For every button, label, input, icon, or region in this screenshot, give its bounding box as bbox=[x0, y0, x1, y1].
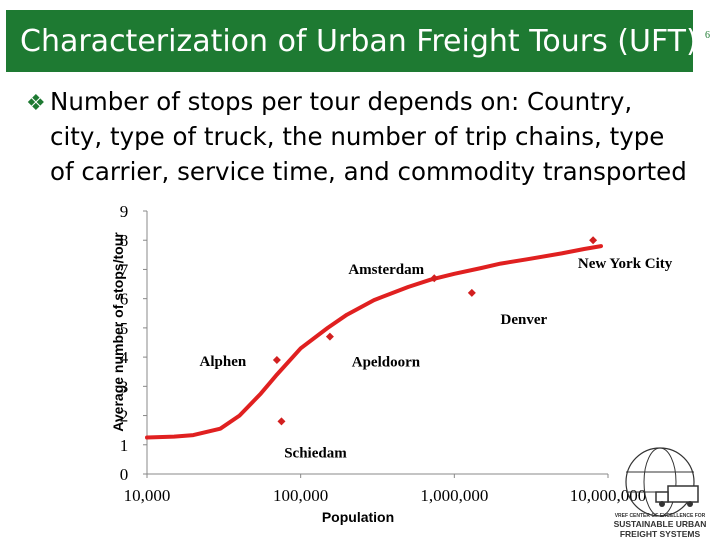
data-label-schiedam: Schiedam bbox=[284, 445, 347, 461]
data-point-new-york-city bbox=[589, 236, 598, 245]
y-tick-label: 9 bbox=[120, 202, 129, 221]
logo-line-1: SUSTAINABLE URBAN bbox=[614, 519, 707, 529]
y-tick-label: 5 bbox=[120, 319, 129, 338]
slide-number: 6 bbox=[705, 30, 710, 41]
y-tick-label: 1 bbox=[120, 436, 129, 455]
x-tick-label: 100,000 bbox=[273, 486, 328, 505]
x-tick-label: 1,000,000 bbox=[420, 486, 488, 505]
data-label-new-york-city: New York City bbox=[578, 256, 673, 272]
data-label-amsterdam: Amsterdam bbox=[348, 262, 424, 278]
y-tick-label: 8 bbox=[120, 231, 129, 250]
data-point-alphen bbox=[272, 356, 281, 365]
logo-line-2: FREIGHT SYSTEMS bbox=[620, 529, 701, 539]
data-label-apeldoorn: Apeldoorn bbox=[352, 355, 421, 371]
data-point-apeldoorn bbox=[325, 332, 334, 341]
y-tick-label: 7 bbox=[120, 260, 129, 279]
data-point-denver bbox=[467, 288, 476, 297]
x-axis-title: Population bbox=[322, 509, 394, 525]
y-axis-title: Average number of stops/tour bbox=[110, 232, 126, 432]
trend-curve bbox=[145, 244, 603, 440]
data-label-denver: Denver bbox=[501, 312, 548, 328]
bullet-line-2: city, type of truck, the number of trip … bbox=[50, 122, 665, 151]
x-tick-label: 10,000 bbox=[124, 486, 171, 505]
logo-truck-icon bbox=[667, 485, 699, 503]
y-tick-label: 0 bbox=[120, 465, 129, 484]
title-bar: Characterization of Urban Freight Tours … bbox=[6, 10, 698, 72]
data-label-alphen: Alphen bbox=[200, 354, 247, 370]
data-point-schiedam bbox=[277, 417, 286, 426]
slide-title: Characterization of Urban Freight Tours … bbox=[20, 24, 698, 59]
bullet-line-1: Number of stops per tour depends on: Cou… bbox=[50, 87, 633, 116]
y-tick-label: 4 bbox=[120, 348, 129, 367]
y-tick-label: 3 bbox=[120, 377, 129, 396]
logo-meridian-icon bbox=[643, 447, 677, 517]
diamond-bullet-icon: ❖ bbox=[26, 91, 46, 116]
logo-caption: VREF CENTER OF EXCELLENCE FOR bbox=[615, 513, 706, 519]
bullet-point: ❖ Number of stops per tour depends on: C… bbox=[26, 84, 706, 189]
y-tick-label: 6 bbox=[120, 290, 129, 309]
data-point-amsterdam bbox=[430, 274, 439, 283]
bullet-line-3: of carrier, service time, and commodity … bbox=[50, 157, 687, 186]
sufs-logo: VREF CENTER OF EXCELLENCE FOR SUSTAINABL… bbox=[614, 447, 707, 539]
y-tick-label: 2 bbox=[120, 407, 129, 426]
